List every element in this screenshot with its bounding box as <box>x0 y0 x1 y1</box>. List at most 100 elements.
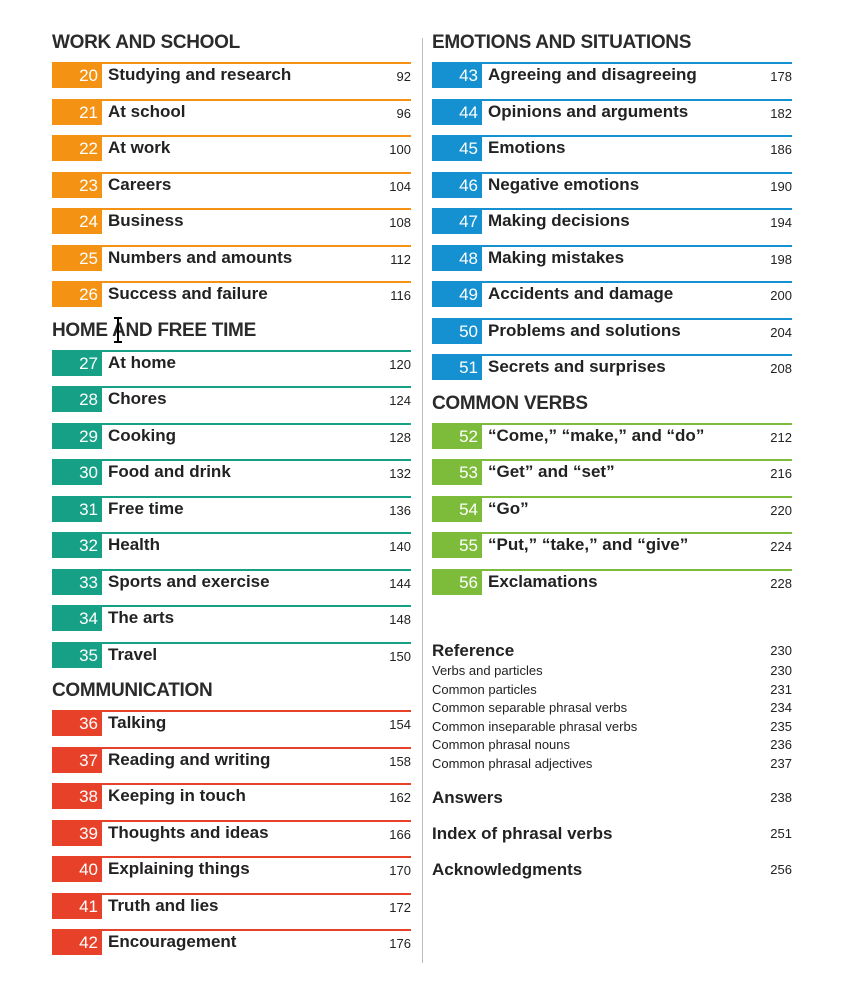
toc-entry[interactable]: 25 Numbers and amounts 112 <box>52 244 411 271</box>
chapter-title: At school <box>108 101 186 121</box>
toc-entry[interactable]: 51 Secrets and surprises 208 <box>432 354 792 380</box>
chapter-title: At home <box>108 352 176 372</box>
chapter-number: 35 <box>52 643 102 668</box>
chapter-number: 33 <box>52 570 102 595</box>
page-number: 235 <box>770 718 792 734</box>
page-number: 178 <box>770 69 792 84</box>
chapter-number: 39 <box>52 821 102 846</box>
toc-entry[interactable]: 35 Travel 150 <box>52 641 411 668</box>
page-number: 204 <box>770 324 792 340</box>
page-number: 186 <box>770 142 792 157</box>
toc-entry[interactable]: 50 Problems and solutions 204 <box>432 317 792 344</box>
index-entry[interactable]: Index of phrasal verbs 251 <box>432 823 792 845</box>
chapter-title: Travel <box>108 644 158 664</box>
reference-entry[interactable]: Reference 230 <box>432 640 792 662</box>
toc-entry[interactable]: 42 Encouragement 176 <box>52 929 411 955</box>
page-number: 236 <box>770 737 792 752</box>
toc-entry[interactable]: 29 Cooking 128 <box>52 422 411 449</box>
page-number: 112 <box>390 251 411 267</box>
chapter-title: “Get” and “set” <box>488 462 615 481</box>
page-number: 237 <box>770 755 792 771</box>
chapter-number: 46 <box>432 173 482 198</box>
reference-subentry[interactable]: Verbs and particles 230 <box>432 662 792 681</box>
chapter-title: The arts <box>108 608 175 627</box>
toc-entry[interactable]: 46 Negative emotions 190 <box>432 171 792 198</box>
chapter-title: Success and failure <box>108 284 268 303</box>
toc-entry[interactable]: 36 Talking 154 <box>52 710 411 736</box>
toc-entry[interactable]: 26 Success and failure 116 <box>52 281 411 307</box>
chapter-number: 37 <box>52 748 102 773</box>
chapter-title: Secrets and surprises <box>488 357 666 376</box>
reference-subentry[interactable]: Common phrasal nouns 236 <box>432 736 792 755</box>
chapter-title: Chores <box>108 389 167 408</box>
page-number: 256 <box>770 862 792 877</box>
toc-entry[interactable]: 38 Keeping in touch 162 <box>52 783 411 809</box>
toc-entry[interactable]: 44 Opinions and arguments 182 <box>432 98 792 125</box>
page-number: 124 <box>389 393 411 408</box>
toc-entry[interactable]: 24 Business 108 <box>52 208 411 234</box>
chapter-number: 50 <box>432 319 482 344</box>
chapter-title: Reading and writing <box>108 749 271 769</box>
chapter-number: 45 <box>432 137 482 161</box>
chapter-title: Exclamations <box>488 571 598 591</box>
toc-entry[interactable]: 22 At work 100 <box>52 135 411 161</box>
page-number: 140 <box>389 539 411 554</box>
toc-entry[interactable]: 41 Truth and lies 172 <box>52 892 411 919</box>
chapter-title: Explaining things <box>108 859 250 878</box>
subentry-title: Common inseparable phrasal verbs <box>432 718 638 734</box>
toc-entry[interactable]: 40 Explaining things 170 <box>52 856 411 882</box>
section-communication: COMMUNICATION 36 Talking 154 37 Reading and… <box>52 678 411 955</box>
toc-entry[interactable]: 21 At school 96 <box>52 98 411 125</box>
page-number: 148 <box>389 612 411 627</box>
chapter-title: Cooking <box>108 425 176 445</box>
toc-entry[interactable]: 56 Exclamations 228 <box>432 568 792 595</box>
chapter-title: Health <box>108 535 160 554</box>
toc-entry[interactable]: 23 Careers 104 <box>52 171 411 198</box>
acknowledgments-entry[interactable]: Acknowledgments 256 <box>432 859 792 881</box>
toc-entry[interactable]: 55 “Put,” “take,” and “give” 224 <box>432 532 792 558</box>
reference-subentry[interactable]: Common particles 231 <box>432 681 792 700</box>
reference-subentry[interactable]: Common inseparable phrasal verbs 235 <box>432 718 792 737</box>
toc-entry[interactable]: 28 Chores 124 <box>52 386 411 412</box>
toc-entry[interactable]: 48 Making mistakes 198 <box>432 244 792 271</box>
page-number: 231 <box>770 681 792 697</box>
chapter-number: 56 <box>432 570 482 595</box>
chapter-number: 36 <box>52 712 102 736</box>
index-title: Index of phrasal verbs <box>432 824 613 843</box>
toc-entry[interactable]: 47 Making decisions 194 <box>432 208 792 234</box>
reference-subentry[interactable]: Common phrasal adjectives 237 <box>432 755 792 774</box>
left-column: WORK AND SCHOOL 20 Studying and research 9… <box>52 30 411 966</box>
page-number: 150 <box>389 648 411 664</box>
toc-entry[interactable]: 52 “Come,” “make,” and “do” 212 <box>432 422 792 449</box>
reference-subentry[interactable]: Common separable phrasal verbs 234 <box>432 699 792 718</box>
chapter-title: Talking <box>108 713 167 732</box>
toc-entry[interactable]: 30 Food and drink 132 <box>52 459 411 485</box>
toc-entry[interactable]: 32 Health 140 <box>52 532 411 558</box>
toc-entry[interactable]: 31 Free time 136 <box>52 495 411 522</box>
chapter-title: Accidents and damage <box>488 284 674 303</box>
chapter-title: Careers <box>108 174 172 194</box>
page-number: 182 <box>770 105 792 121</box>
toc-entry[interactable]: 33 Sports and exercise 144 <box>52 568 411 595</box>
chapter-number: 48 <box>432 246 482 271</box>
section-work-school: WORK AND SCHOOL 20 Studying and research 9… <box>52 30 411 307</box>
toc-entry[interactable]: 45 Emotions 186 <box>432 135 792 161</box>
toc-entry[interactable]: 39 Thoughts and ideas 166 <box>52 819 411 846</box>
toc-entry[interactable]: 37 Reading and writing 158 <box>52 746 411 773</box>
toc-entry[interactable]: 34 The arts 148 <box>52 605 411 631</box>
page-number: 216 <box>770 466 792 481</box>
toc-entry[interactable]: 53 “Get” and “set” 216 <box>432 459 792 485</box>
page-number: 162 <box>389 790 411 805</box>
toc-entry[interactable]: 43 Agreeing and disagreeing 178 <box>432 62 792 88</box>
chapter-title: Numbers and amounts <box>108 247 293 267</box>
chapter-title: Negative emotions <box>488 174 640 194</box>
toc-entry[interactable]: 49 Accidents and damage 200 <box>432 281 792 307</box>
toc-entry[interactable]: 27 At home 120 <box>52 349 411 376</box>
chapter-number: 52 <box>432 424 482 449</box>
answers-entry[interactable]: Answers 238 <box>432 787 792 809</box>
toc-entry[interactable]: 54 “Go” 220 <box>432 495 792 522</box>
page-number: 234 <box>770 700 792 715</box>
page-number: 190 <box>770 178 792 194</box>
toc-entry[interactable]: 20 Studying and research 92 <box>52 62 411 88</box>
chapter-title: Making decisions <box>488 211 630 230</box>
